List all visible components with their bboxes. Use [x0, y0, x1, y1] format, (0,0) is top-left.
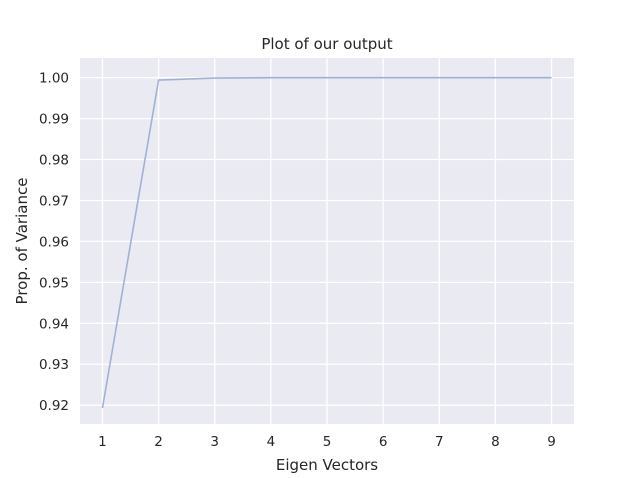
y-tick-label: 0.99	[39, 112, 69, 128]
x-tick-label: 9	[547, 434, 556, 450]
x-tick-label: 5	[323, 434, 332, 450]
y-tick-label: 0.95	[39, 275, 69, 291]
grid-lines	[80, 58, 574, 424]
x-tick-label: 6	[379, 434, 388, 450]
x-axis-label: Eigen Vectors	[276, 456, 378, 474]
chart-title: Plot of our output	[261, 35, 392, 53]
x-tick-label: 3	[210, 434, 219, 450]
y-tick-label: 0.96	[39, 234, 69, 250]
y-tick-label: 0.92	[39, 398, 69, 414]
x-tick-label: 4	[267, 434, 276, 450]
tick-labels: 1 2 3 4 5 6 7 8 9 0.92 0.93 0.94 0.95 0.96 0.97 0.98 0.9…	[39, 71, 556, 450]
y-tick-label: 0.97	[39, 193, 69, 209]
series-layer	[101, 76, 552, 409]
y-tick-label: 0.93	[39, 357, 69, 373]
y-axis-label: Prop. of Variance	[13, 178, 31, 305]
y-tick-label: 0.94	[39, 316, 69, 332]
x-tick-label: 2	[154, 434, 163, 450]
y-tick-label: 0.98	[39, 153, 69, 169]
y-tick-label: 1.00	[39, 71, 69, 87]
x-tick-label: 7	[435, 434, 444, 450]
x-tick-label: 8	[491, 434, 500, 450]
x-tick-label: 1	[98, 434, 107, 450]
